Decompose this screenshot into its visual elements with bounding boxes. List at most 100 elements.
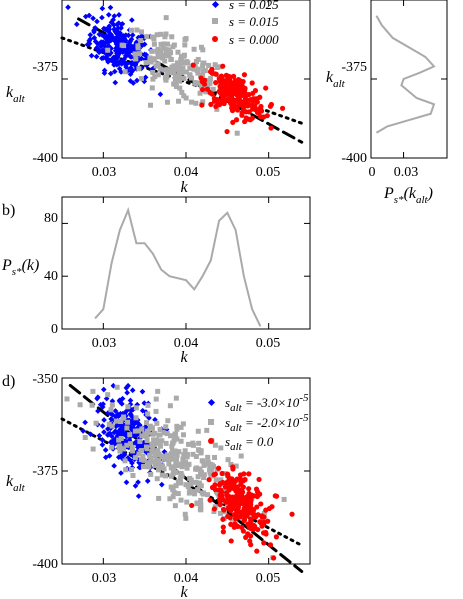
- scatter-point: [159, 463, 165, 469]
- scatter-point: [223, 84, 229, 90]
- scatter-point: [174, 60, 180, 66]
- b-xtick-004: 0.04: [174, 336, 199, 351]
- scatter-point: [144, 428, 150, 434]
- scatter-point: [129, 413, 135, 420]
- scatter-point: [152, 74, 158, 80]
- scatter-point: [187, 488, 193, 494]
- a-ylabel-sub: alt: [13, 93, 26, 105]
- scatter-point: [186, 441, 192, 447]
- scatter-point: [129, 387, 136, 394]
- scatter-point: [124, 389, 130, 396]
- scatter-point: [187, 475, 193, 481]
- scatter-point: [116, 12, 122, 18]
- side-xlabel-alt: alt: [416, 194, 429, 206]
- scatter-point: [174, 426, 180, 432]
- scatter-point: [231, 73, 237, 80]
- scatter-point: [163, 77, 169, 83]
- scatter-point: [172, 64, 178, 70]
- scatter-point: [178, 497, 184, 503]
- scatter-point: [205, 454, 211, 460]
- scatter-point: [157, 438, 163, 444]
- scatter-point: [258, 501, 264, 507]
- scatter-point: [155, 388, 161, 394]
- scatter-point: [264, 113, 270, 119]
- scatter-point: [254, 99, 260, 105]
- scatter-point: [166, 47, 172, 53]
- scatter-point: [116, 444, 122, 450]
- scatter-point: [99, 5, 106, 12]
- scatter-point: [156, 467, 162, 473]
- scatter-point: [192, 80, 198, 86]
- scatter-point: [200, 458, 206, 464]
- scatter-point: [181, 452, 187, 458]
- scatter-point: [158, 31, 164, 37]
- scatter-point: [170, 69, 176, 75]
- scatter-point: [211, 509, 217, 515]
- scatter-point: [244, 504, 250, 510]
- side-xlabel-p: P: [383, 185, 394, 202]
- a-ylabel-main: k: [6, 84, 14, 101]
- scatter-point: [229, 92, 235, 98]
- scatter-point: [246, 524, 253, 530]
- scatter-point: [261, 519, 267, 525]
- scatter-point: [198, 483, 204, 489]
- scatter-point: [163, 424, 169, 430]
- scatter-point: [184, 59, 190, 65]
- scatter-point: [203, 89, 209, 95]
- scatter-point: [159, 52, 165, 58]
- scatter-point: [156, 495, 162, 501]
- scatter-point: [236, 509, 242, 515]
- scatter-point: [188, 481, 194, 487]
- legend-a-red-marker: [212, 36, 218, 42]
- scatter-point: [133, 415, 139, 421]
- scatter-point: [266, 505, 272, 512]
- scatter-point: [208, 75, 214, 81]
- d-ylabel: kalt: [6, 473, 26, 494]
- scatter-point: [194, 66, 200, 72]
- legend-d-blue-label: salt = -3.0×10-5: [225, 392, 309, 414]
- scatter-point: [109, 423, 115, 429]
- scatter-point: [220, 506, 227, 513]
- scatter-point: [165, 456, 171, 462]
- scatter-point: [107, 439, 114, 445]
- scatter-point: [163, 53, 169, 59]
- scatter-point: [219, 492, 225, 499]
- scatter-point: [176, 74, 182, 80]
- scatter-point: [148, 102, 154, 108]
- scatter-point: [133, 56, 139, 62]
- scatter-point: [127, 457, 133, 463]
- scatter-point: [161, 466, 167, 472]
- scatter-point: [154, 420, 160, 426]
- scatter-point: [177, 475, 183, 481]
- scatter-point: [199, 102, 205, 108]
- scatter-point: [212, 442, 218, 448]
- scatter-point: [132, 455, 138, 461]
- scatter-point: [152, 460, 158, 466]
- scatter-point: [196, 447, 202, 453]
- scatter-point: [219, 76, 225, 82]
- scatter-point: [217, 501, 223, 508]
- scatter-point: [205, 492, 211, 498]
- scatter-point: [208, 461, 214, 467]
- side-xlabel-close: ): [427, 185, 433, 202]
- scatter-point: [107, 70, 114, 77]
- scatter-point: [197, 506, 203, 512]
- scatter-point: [248, 518, 254, 524]
- panel-b-letter: b): [2, 202, 15, 219]
- scatter-point: [133, 405, 139, 411]
- scatter-point: [239, 489, 245, 495]
- scatter-point: [155, 448, 161, 454]
- scatter-point: [230, 464, 236, 470]
- a-ylabel: kalt: [6, 84, 26, 105]
- legend-a-red-label: s = 0.000: [229, 32, 279, 47]
- scatter-point: [119, 42, 125, 48]
- scatter-point: [208, 473, 214, 479]
- scatter-point: [108, 416, 114, 422]
- scatter-point: [174, 436, 180, 442]
- scatter-point: [88, 52, 95, 59]
- scatter-point: [157, 426, 163, 432]
- scatter-point: [173, 469, 179, 475]
- scatter-point: [228, 478, 234, 484]
- scatter-point: [179, 70, 185, 76]
